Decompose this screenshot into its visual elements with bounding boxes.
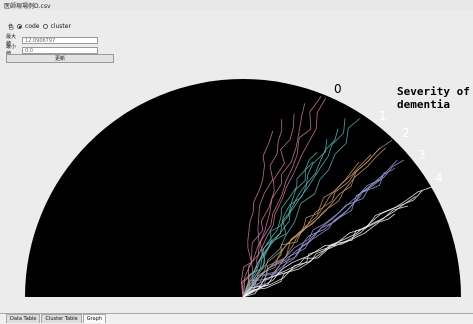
trajectory-line bbox=[242, 161, 314, 298]
min-value-field[interactable]: 0.0 bbox=[22, 46, 98, 54]
trajectory-line bbox=[242, 196, 416, 298]
trajectory-line bbox=[242, 171, 385, 298]
tab-graph[interactable]: Graph bbox=[82, 314, 107, 323]
trajectory-line bbox=[241, 119, 283, 298]
tab-cluster-table[interactable]: Cluster Table bbox=[41, 314, 82, 323]
trajectory-line bbox=[242, 205, 409, 298]
trajectory-line bbox=[242, 159, 404, 298]
trajectory-line bbox=[242, 128, 339, 298]
radio-code-label: code bbox=[25, 23, 40, 30]
trajectory-line bbox=[242, 113, 295, 298]
severity-label-0: 0 bbox=[334, 82, 342, 96]
trajectory-line bbox=[242, 118, 346, 298]
trajectory-line bbox=[242, 213, 396, 298]
max-value-row: 最大値 12.0906797 bbox=[6, 33, 98, 47]
update-button[interactable]: 更新 bbox=[6, 54, 114, 63]
radio-cluster-label: cluster bbox=[50, 23, 71, 30]
trajectory-line bbox=[242, 130, 274, 298]
severity-label-1: 1 bbox=[379, 109, 387, 123]
window-title: 医師現場例D.csv bbox=[4, 3, 51, 10]
severity-annotation-line1: Severity of bbox=[397, 85, 470, 98]
severity-label-4: 4 bbox=[435, 171, 443, 185]
max-value-field[interactable]: 12.0906797 bbox=[22, 36, 98, 44]
trajectory-line bbox=[242, 118, 361, 298]
trajectory-group bbox=[240, 96, 433, 298]
color-mode-label: 色 bbox=[8, 24, 15, 31]
severity-annotation-line2: dementia bbox=[397, 98, 450, 111]
view-tabs: Data Table Cluster Table Graph bbox=[6, 314, 107, 323]
trajectory-line bbox=[242, 190, 423, 298]
radio-code[interactable] bbox=[17, 24, 23, 29]
severity-label-3: 3 bbox=[418, 148, 426, 162]
trajectory-line bbox=[242, 147, 386, 298]
tab-data-table[interactable]: Data Table bbox=[6, 314, 41, 323]
max-value-label: 最大値 bbox=[6, 34, 17, 47]
severity-label-2: 2 bbox=[402, 126, 410, 140]
chart-background bbox=[25, 79, 461, 297]
trajectory-line bbox=[242, 139, 328, 298]
color-mode-selector: 色 code cluster bbox=[8, 22, 71, 31]
trajectory-line bbox=[242, 186, 433, 298]
tab-strip-divider bbox=[0, 313, 473, 314]
radio-cluster[interactable] bbox=[42, 24, 48, 29]
